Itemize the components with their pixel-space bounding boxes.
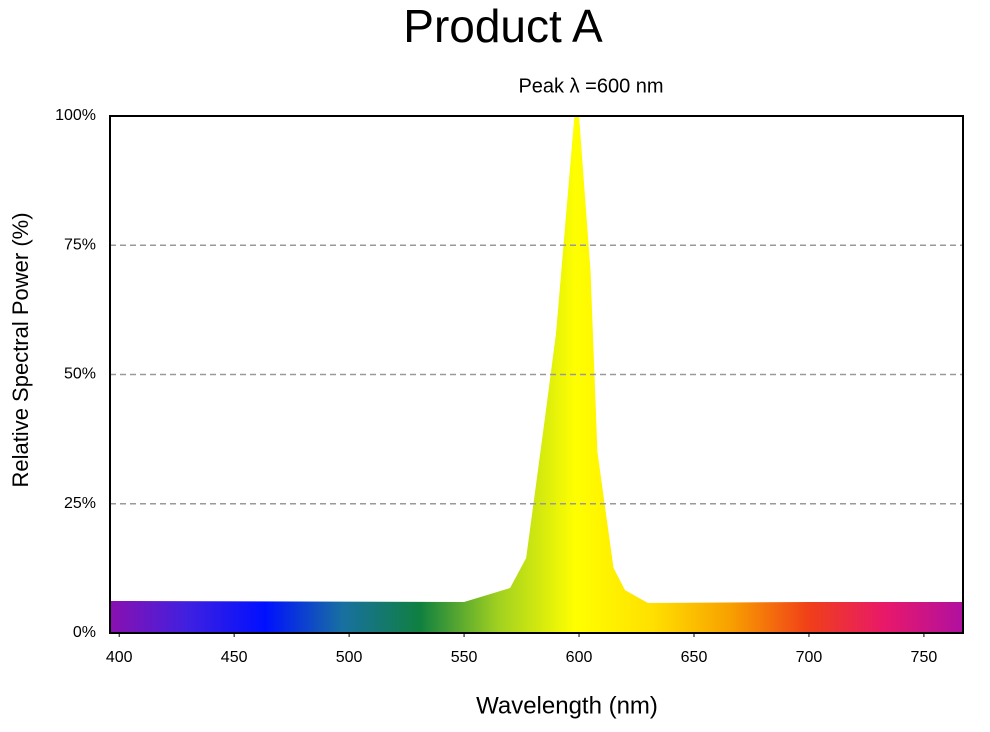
x-tick-label: 750: [911, 649, 938, 666]
y-tick-label: 100%: [55, 107, 96, 124]
x-tick-label: 600: [566, 649, 593, 666]
y-axis-label: Relative Spectral Power (%): [8, 212, 33, 487]
spectrum-area: [110, 116, 963, 633]
x-tick-label: 550: [451, 649, 478, 666]
x-tick-label: 700: [796, 649, 823, 666]
y-tick-label: 0%: [73, 624, 96, 641]
x-tick-label: 400: [106, 649, 133, 666]
x-axis-label: Wavelength (nm): [476, 692, 658, 719]
chart-title: Product A: [403, 0, 603, 52]
x-tick-label: 500: [336, 649, 363, 666]
x-tick-label: 450: [221, 649, 248, 666]
y-tick-label: 50%: [64, 366, 96, 383]
y-tick-label: 25%: [64, 495, 96, 512]
chart-subtitle: Peak λ =600 nm: [518, 75, 663, 97]
x-tick-label: 650: [681, 649, 708, 666]
y-tick-label: 75%: [64, 236, 96, 253]
plot-border: [109, 115, 964, 634]
